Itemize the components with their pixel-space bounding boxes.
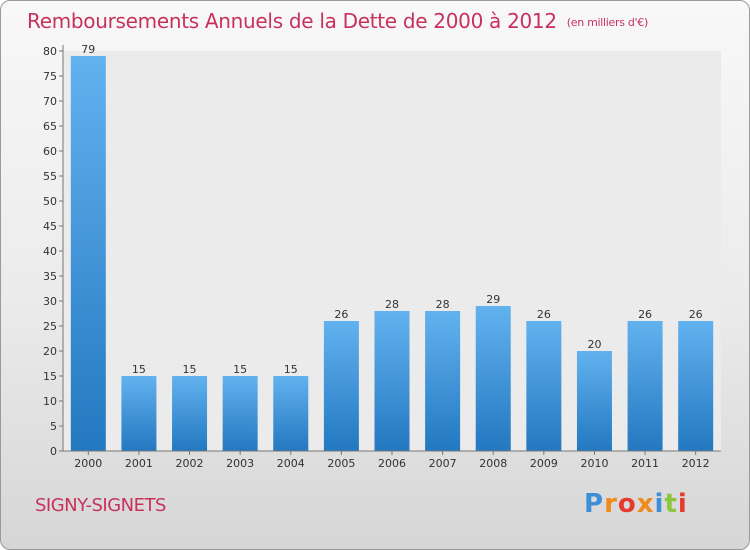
bar-value-label: 20 [587, 338, 601, 351]
bars-group: 79 15 15 15 15 26 28 28 29 26 20 26 26 [70, 43, 714, 451]
city-name: SIGNY-SIGNETS [35, 495, 166, 516]
bar [273, 376, 309, 451]
y-tick-label: 55 [43, 170, 57, 183]
logo-letter: x [636, 489, 655, 519]
y-tick-label: 40 [43, 245, 57, 258]
bar [576, 351, 612, 451]
x-tick-label: 2008 [479, 457, 507, 470]
x-tick-label: 2011 [631, 457, 659, 470]
y-tick-label: 15 [43, 370, 57, 383]
x-tick-label: 2003 [226, 457, 254, 470]
y-tick-label: 70 [43, 95, 57, 108]
bar [425, 311, 461, 451]
y-tick-label: 0 [50, 445, 57, 458]
bar [526, 321, 562, 451]
x-tick-label: 2009 [530, 457, 558, 470]
x-tick-label: 2002 [176, 457, 204, 470]
bar [121, 376, 157, 451]
bar-value-label: 15 [132, 363, 146, 376]
x-tick-label: 2006 [378, 457, 406, 470]
logo-letter: r [604, 489, 618, 519]
bar [475, 306, 511, 451]
chart-title-row: Remboursements Annuels de la Dette de 20… [27, 9, 648, 33]
x-tick-label: 2004 [277, 457, 305, 470]
x-tick-label: 2012 [682, 457, 710, 470]
logo-letter: o [617, 489, 637, 519]
bar [678, 321, 714, 451]
y-tick-label: 45 [43, 220, 57, 233]
bar-value-label: 26 [537, 308, 551, 321]
x-tick-label: 2010 [580, 457, 608, 470]
bar [70, 56, 106, 451]
logo-letter: i [677, 489, 688, 519]
x-tick-label: 2007 [429, 457, 457, 470]
x-tick-label: 2005 [327, 457, 355, 470]
axes-group: 0 5 10 15 20 25 30 35 40 45 50 55 60 65 70 75 80 2000 2001… [43, 45, 721, 470]
y-tick-label: 25 [43, 320, 57, 333]
y-tick-label: 75 [43, 70, 57, 83]
bar [374, 311, 410, 451]
y-tick-label: 35 [43, 270, 57, 283]
y-tick-label: 80 [43, 45, 57, 58]
bar-value-label: 79 [81, 43, 95, 56]
y-tick-label: 30 [43, 295, 57, 308]
x-tick-label: 2000 [74, 457, 102, 470]
bar-value-label: 26 [638, 308, 652, 321]
logo-letter: i [654, 489, 665, 519]
bar [222, 376, 258, 451]
bar-value-label: 29 [486, 293, 500, 306]
bar [323, 321, 359, 451]
bar-value-label: 15 [233, 363, 247, 376]
chart-title: Remboursements Annuels de la Dette de 20… [27, 9, 557, 33]
y-tick-label: 5 [50, 420, 57, 433]
y-tick-label: 20 [43, 345, 57, 358]
bar-value-label: 28 [385, 298, 399, 311]
proxiti-logo: Proxiti [584, 489, 688, 519]
bar-value-label: 15 [284, 363, 298, 376]
y-tick-label: 50 [43, 195, 57, 208]
bar-value-label: 28 [436, 298, 450, 311]
bar [172, 376, 208, 451]
bar-value-label: 26 [334, 308, 348, 321]
x-tick-label: 2001 [125, 457, 153, 470]
bar-value-label: 26 [689, 308, 703, 321]
chart-subtitle: (en milliers d'€) [566, 16, 648, 29]
y-tick-label: 10 [43, 395, 57, 408]
y-tick-label: 60 [43, 145, 57, 158]
logo-letter: t [664, 489, 678, 519]
y-tick-label: 65 [43, 120, 57, 133]
logo-letter: P [584, 489, 605, 519]
bar [627, 321, 663, 451]
bar-value-label: 15 [183, 363, 197, 376]
